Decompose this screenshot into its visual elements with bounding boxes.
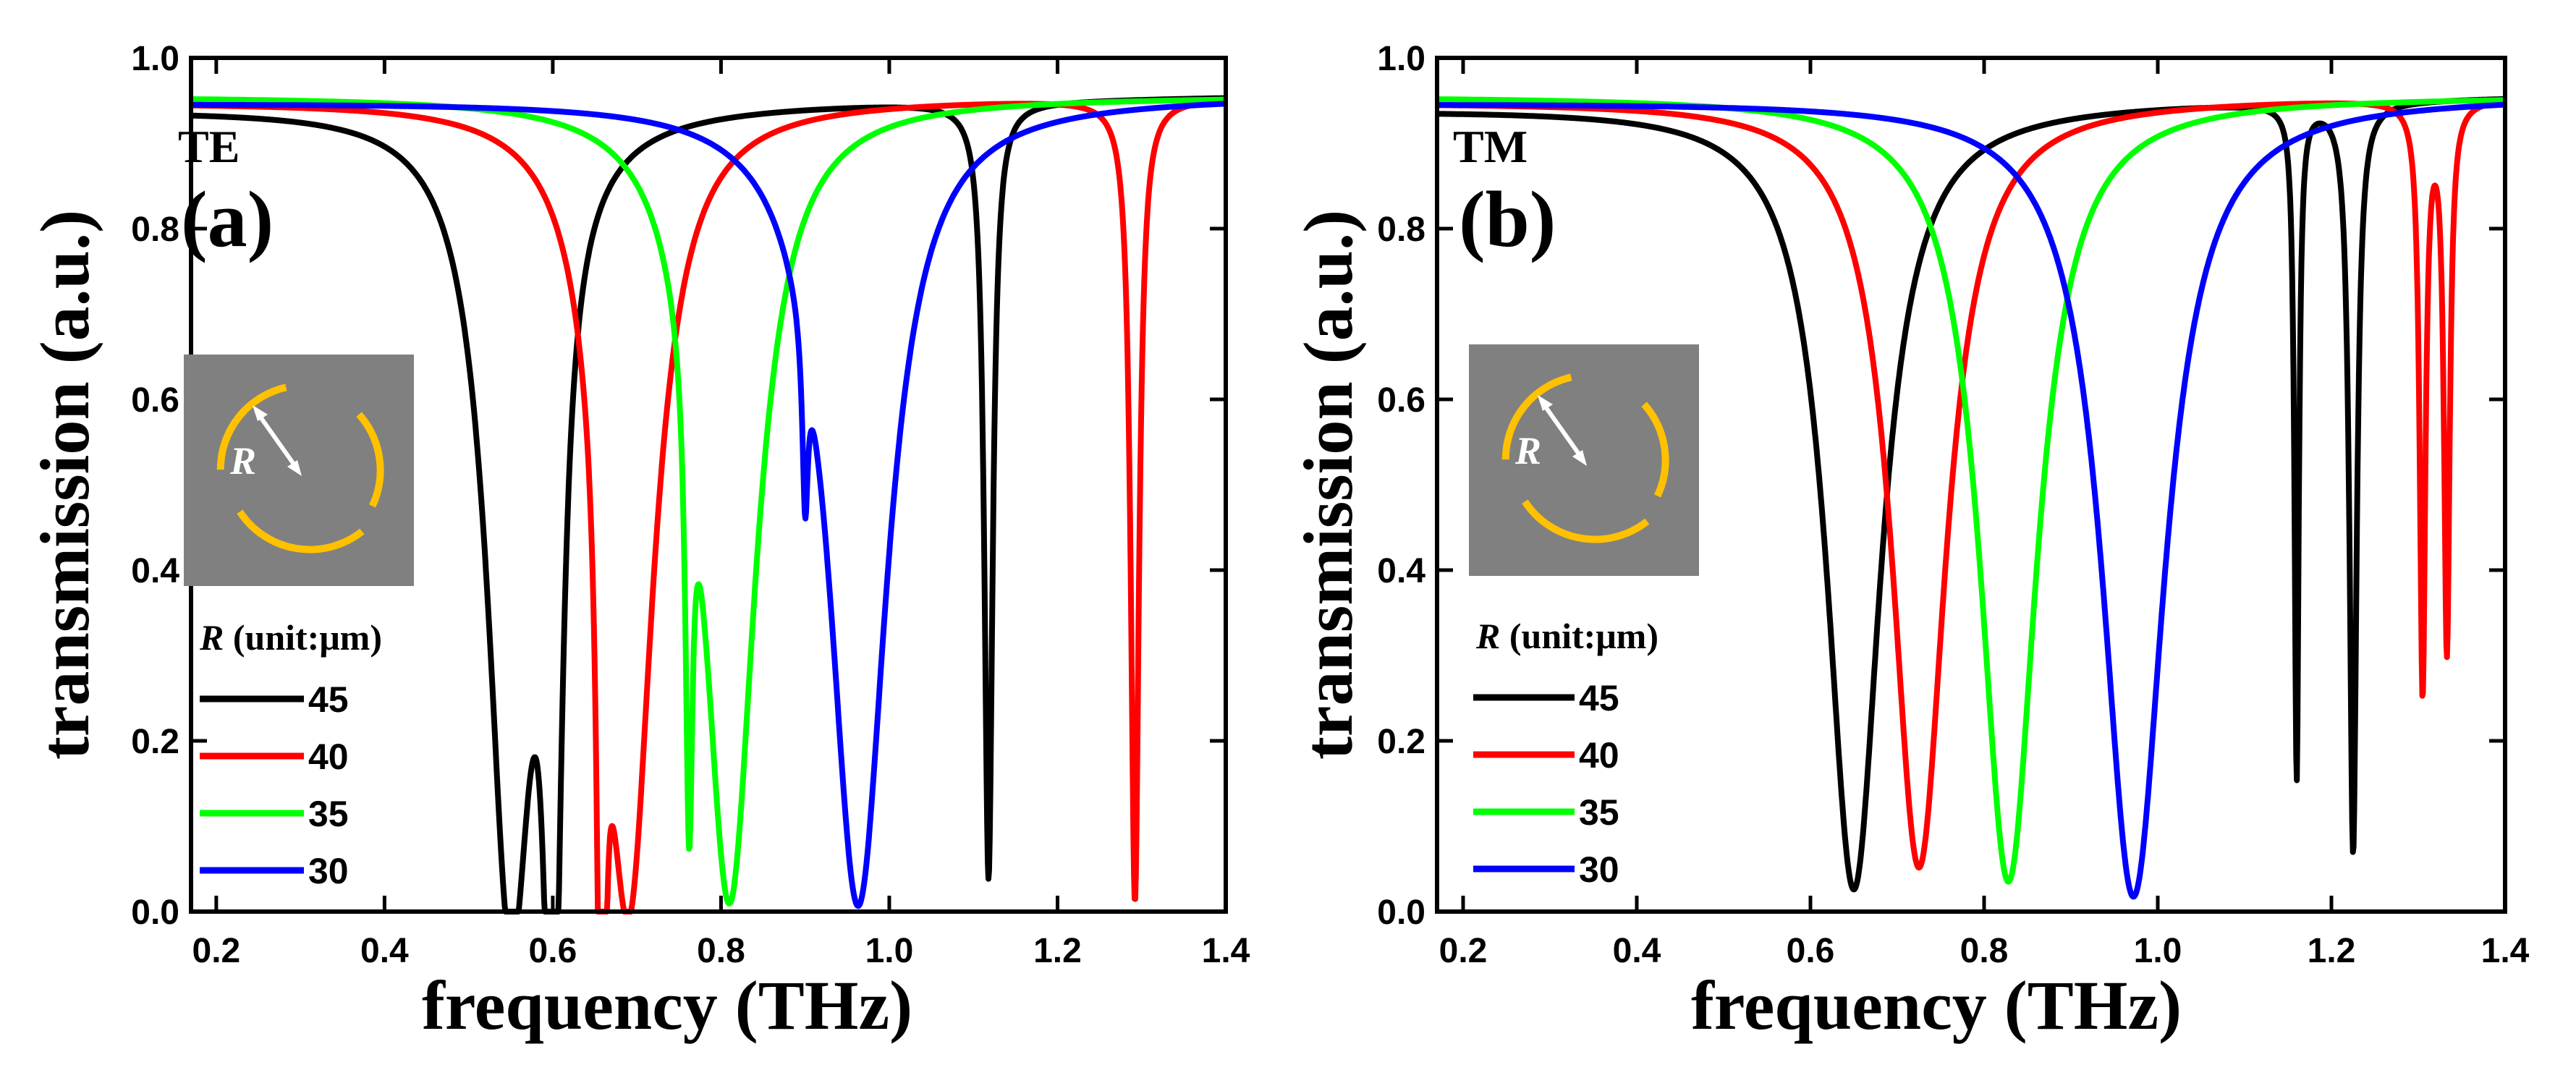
legend-title: R (unit:μm) <box>199 617 382 658</box>
y-tick-label: 0.2 <box>1377 723 1425 761</box>
ring-arc <box>1522 499 1650 543</box>
curves <box>188 95 1229 914</box>
series-line-35 <box>188 96 1229 907</box>
series-line-30 <box>1434 101 2508 900</box>
ring-arc <box>1501 373 1572 460</box>
legend: R (unit:μm) 45 40 35 30 <box>1473 616 1658 890</box>
x-axis-title: frequency (THz) <box>422 967 912 1044</box>
legend: R (unit:μm) 45 40 35 30 <box>199 617 382 891</box>
x-tick-label: 0.4 <box>360 932 409 970</box>
y-tick-label: 0.2 <box>131 723 179 761</box>
x-tick-label: 1.2 <box>2308 932 2356 970</box>
series-line-35 <box>1434 96 2508 885</box>
ring-arc <box>1641 402 1669 498</box>
curves <box>1434 96 2508 900</box>
ring-arc <box>237 509 365 553</box>
panel-a: 0.2 0.4 0.6 0.8 1.0 1.2 1.40.00.20.40.60.81.0 … <box>26 40 1250 1044</box>
x-tick-label: 1.2 <box>1033 932 1082 970</box>
legend-label-40: 40 <box>1579 735 1619 776</box>
plot-frame <box>1435 56 2507 914</box>
panel-label: (a) <box>181 175 274 263</box>
y-axis-title: transmission (a.u.) <box>1289 210 1367 760</box>
x-tick-label: 0.2 <box>192 932 241 970</box>
axis-ticks: 0.2 0.4 0.6 0.8 1.0 1.2 1.4 0.0 0.2 0.4 0.6 0.8 1.0 <box>1377 40 2529 970</box>
x-tick-label: 0.4 <box>1613 932 1661 970</box>
legend-label-30: 30 <box>308 851 349 891</box>
y-tick-label: 0.6 <box>1377 381 1425 420</box>
legend-title: R (unit:μm) <box>1475 616 1658 656</box>
legend-label-45: 45 <box>1579 678 1619 718</box>
x-tick-label: 0.8 <box>697 932 745 970</box>
legend-label-35: 35 <box>1579 792 1619 833</box>
y-tick-label: 0.0 <box>1377 894 1425 932</box>
legend-label-40: 40 <box>308 737 349 777</box>
x-tick-label: 1.0 <box>865 932 914 970</box>
legend-label-35: 35 <box>308 794 349 834</box>
legend-label-30: 30 <box>1579 849 1619 890</box>
y-tick-label: 0.0 <box>131 894 179 932</box>
inset-radius-label: R <box>229 439 256 483</box>
axis-ticks: 0.2 0.4 0.6 0.8 1.0 1.2 1.4 0.0 0.2 0.4 0.6 0.8 1.0 <box>131 40 1250 970</box>
series-line-30 <box>188 101 1229 909</box>
ring-arc <box>216 383 287 470</box>
x-tick-label: 0.6 <box>529 932 577 970</box>
polarization-label: TM <box>1453 121 1528 172</box>
y-tick-label: 0.8 <box>131 211 179 249</box>
x-tick-label: 1.4 <box>1202 932 1250 970</box>
x-axis-title: frequency (THz) <box>1691 967 2182 1044</box>
ring-arc <box>356 412 384 508</box>
legend-label-45: 45 <box>308 679 349 720</box>
panel-label: (b) <box>1459 175 1556 263</box>
x-tick-label: 0.2 <box>1439 932 1488 970</box>
y-axis-title: transmission (a.u.) <box>26 210 103 760</box>
x-tick-label: 1.4 <box>2481 932 2530 970</box>
panel-b: 0.2 0.4 0.6 0.8 1.0 1.2 1.40.00.20.40.60.81.0 … <box>1289 40 2530 1044</box>
y-tick-label: 1.0 <box>1377 40 1425 78</box>
y-tick-label: 0.4 <box>1377 552 1425 590</box>
x-tick-label: 1.0 <box>2134 932 2182 970</box>
y-tick-label: 0.4 <box>131 552 179 590</box>
polarization-label: TE <box>178 121 240 172</box>
y-tick-label: 0.8 <box>1377 211 1425 249</box>
y-tick-label: 1.0 <box>131 40 179 78</box>
unit-cell-inset: R <box>1469 344 1699 576</box>
x-tick-label: 0.6 <box>1787 932 1835 970</box>
x-tick-label: 0.8 <box>1960 932 2009 970</box>
inset-radius-label: R <box>1514 429 1541 472</box>
y-tick-label: 0.6 <box>131 381 179 420</box>
unit-cell-inset: R <box>184 355 414 586</box>
